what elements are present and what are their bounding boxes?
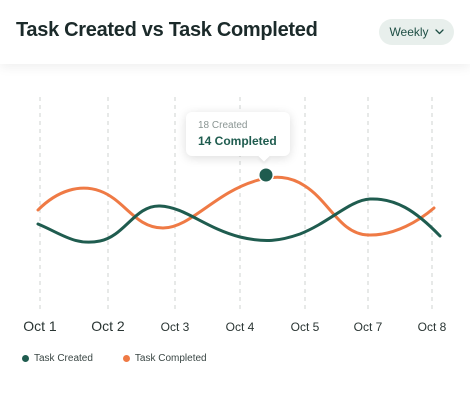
data-tooltip: 18 Created 14 Completed	[186, 112, 290, 162]
x-tick-label: Oct 2	[91, 318, 125, 334]
legend-swatch-created	[22, 354, 29, 362]
x-tick-label: Oct 3	[161, 320, 190, 334]
legend-label-created: Task Created	[34, 352, 93, 364]
series-line-task-completed	[36, 175, 436, 237]
x-tick-label: Oct 4	[226, 320, 255, 334]
legend-label-completed: Task Completed	[134, 352, 207, 364]
line-chart: Oct 1 Oct 2 Oct 3 Oct 4 Oct 5 Oct 7 Oct 8	[23, 97, 447, 334]
x-tick-label: Oct 5	[291, 320, 320, 334]
x-tick-label: Oct 7	[354, 320, 383, 334]
x-tick-label: Oct 8	[418, 320, 447, 334]
legend-item-completed: Task Completed	[122, 352, 207, 364]
series-line-task-created	[36, 197, 442, 244]
tooltip-completed: 14 Completed	[198, 134, 277, 148]
legend-item-created: Task Created	[22, 353, 93, 364]
highlight-point	[259, 168, 273, 182]
chart-legend: Task Created Task Completed	[22, 351, 237, 365]
legend-swatch-completed	[122, 354, 130, 362]
chevron-down-icon	[434, 29, 444, 35]
chart-title: Task Created vs Task Completed	[16, 19, 318, 41]
card-header: Task Created vs Task Completed Weekly	[0, 0, 470, 64]
period-dropdown-label: Weekly	[389, 25, 429, 39]
tooltip-created: 18 Created	[198, 120, 248, 131]
period-dropdown[interactable]: Weekly	[379, 19, 454, 45]
x-tick-label: Oct 1	[23, 318, 57, 334]
